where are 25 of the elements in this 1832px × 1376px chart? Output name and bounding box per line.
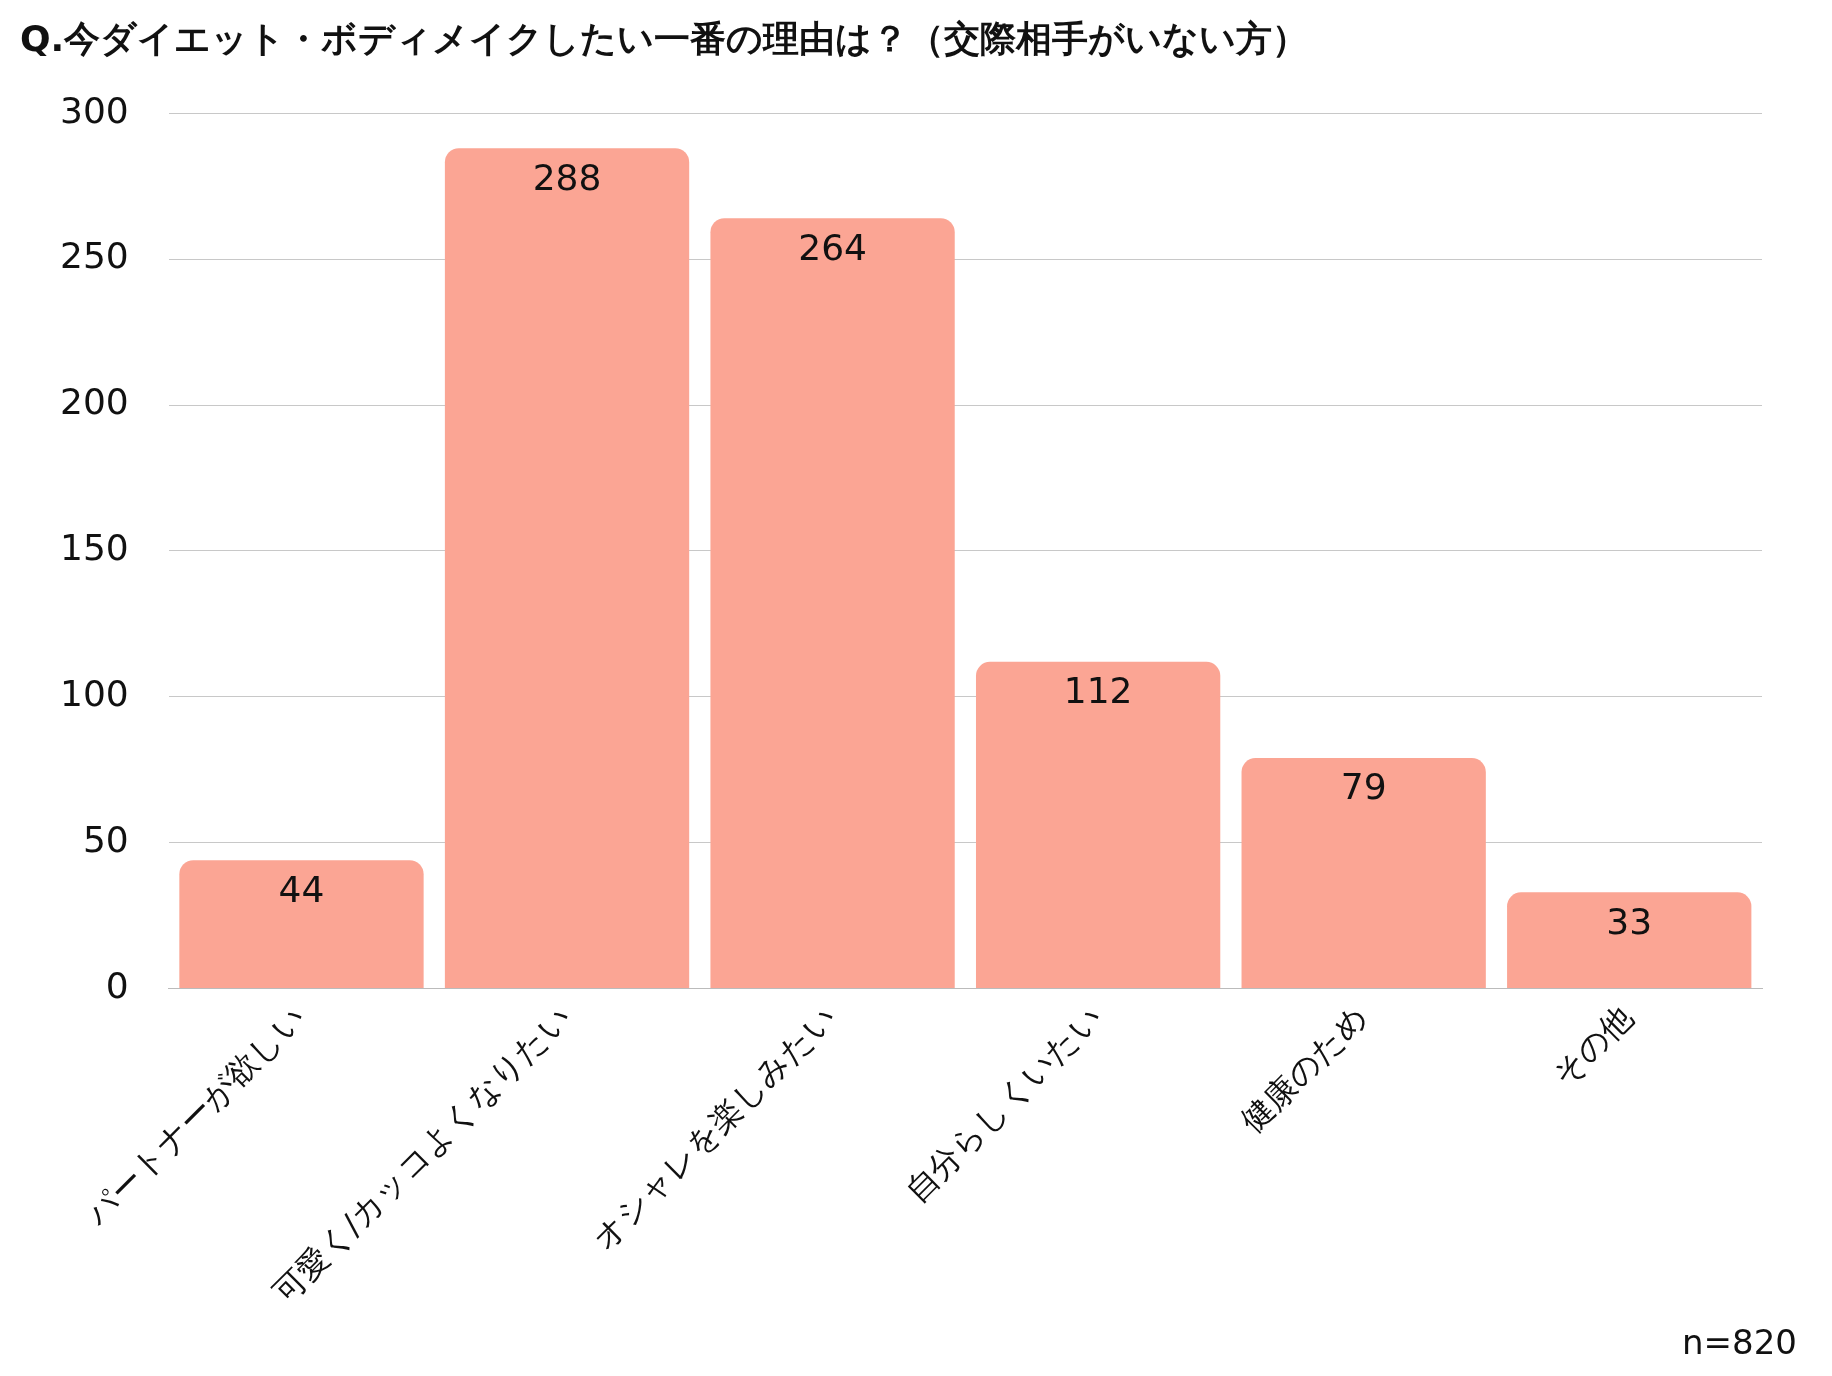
bar [710, 218, 955, 989]
x-tick-label: オシャレを楽しみたい [584, 997, 845, 1258]
data-label: 33 [1606, 900, 1653, 942]
y-tick-label: 0 [105, 964, 129, 1006]
x-tick-label: その他 [1544, 997, 1641, 1095]
bar [1507, 892, 1752, 989]
y-tick-label: 100 [59, 673, 129, 715]
bar [1241, 758, 1486, 989]
bar [975, 661, 1221, 989]
data-label: 79 [1340, 766, 1387, 808]
y-tick-label: 50 [82, 819, 129, 861]
chart-title: Q.今ダイエット・ボディメイクしたい一番の理由は？（交際相手がいない方） [20, 17, 1309, 59]
y-tick-label: 150 [59, 527, 129, 569]
x-tick-label: 健康のため [1233, 997, 1376, 1140]
bar [444, 148, 690, 989]
data-label: 112 [1063, 670, 1133, 712]
x-tick-label: 自分らしくいたい [897, 997, 1110, 1210]
text: n=820 [1682, 1321, 1797, 1362]
data-label: 264 [798, 226, 867, 268]
data-label: 44 [278, 868, 325, 910]
data-label: 288 [532, 156, 602, 198]
y-tick-label: 300 [59, 89, 129, 131]
y-tick-label: 250 [59, 235, 129, 277]
bar [179, 860, 424, 989]
y-tick-label: 200 [59, 381, 129, 423]
